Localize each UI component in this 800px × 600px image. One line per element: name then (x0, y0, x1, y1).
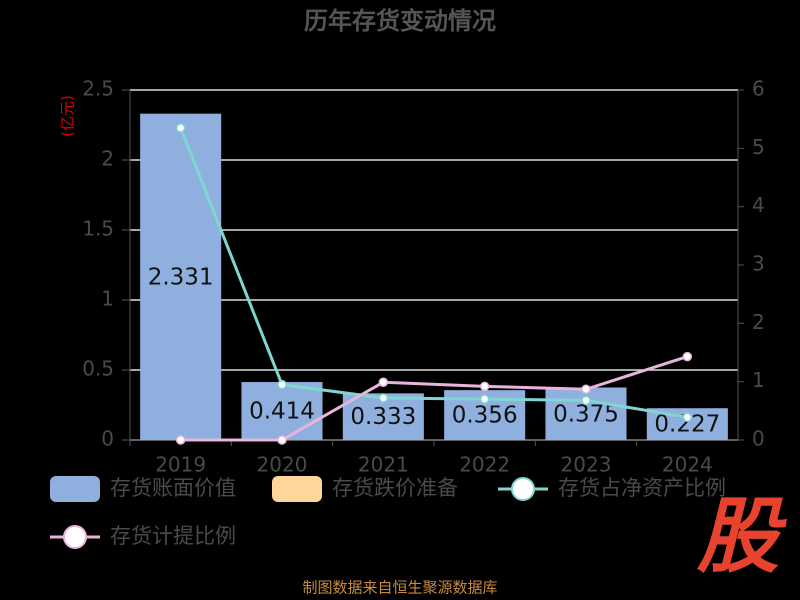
data-label: 0.333 (350, 404, 416, 430)
y-tick-label: 0.5 (82, 357, 114, 381)
line-point (175, 123, 186, 133)
line (179, 127, 688, 419)
line-point (479, 394, 490, 404)
line (180, 355, 688, 442)
bar (241, 382, 323, 440)
data-label: 0.414 (249, 399, 315, 425)
line-point (277, 379, 287, 390)
x-tick-label: 2021 (358, 453, 409, 477)
line-point (581, 395, 591, 406)
line-point (682, 351, 693, 362)
legend-label: 存货占净资产比例 (558, 476, 726, 500)
line-point (378, 393, 389, 403)
y-tick-label: 2.5 (82, 77, 114, 101)
source: 制图数据来自恒生聚源数据库 (302, 579, 497, 597)
y2-tick-label: 4 (752, 193, 765, 217)
data-label: 2.331 (148, 264, 214, 290)
y-tick-label: 0 (101, 427, 114, 451)
legend-swatch (63, 525, 87, 549)
x-tick-label: 2022 (459, 453, 510, 477)
y-axis-label: (亿元) (59, 95, 77, 137)
y-tick-label: 1 (101, 287, 114, 311)
legend-swatch (272, 476, 322, 502)
logo: 股 (696, 489, 787, 584)
y2-tick-label: 0 (752, 427, 765, 451)
y2-tick-label: 2 (752, 310, 765, 334)
chart-title: 历年存货变动情况 (304, 7, 496, 35)
line-point (277, 435, 287, 445)
bar (140, 113, 222, 440)
x-tick-label: 2019 (155, 453, 206, 477)
y2-tick-label: 5 (752, 135, 765, 159)
y-tick-label: 2 (101, 147, 114, 171)
x-tick-label: 2020 (257, 453, 308, 477)
legend-swatch (511, 477, 535, 501)
line-point (479, 381, 490, 392)
line-point (682, 412, 693, 422)
data-label: 0.356 (452, 403, 518, 429)
legend-swatch (50, 476, 100, 502)
line-point (378, 377, 389, 387)
y-tick-label: 1.5 (82, 217, 114, 241)
x-tick-label: 2024 (662, 453, 713, 477)
y2-tick-label: 3 (752, 252, 765, 276)
line-point (581, 384, 591, 394)
x-tick-label: 2023 (561, 453, 612, 477)
legend-label: 存货计提比例 (110, 524, 236, 548)
legend-label: 存货账面价值 (110, 476, 236, 500)
legend-label: 存货跌价准备 (332, 476, 458, 500)
line-point (175, 435, 186, 445)
y2-tick-label: 1 (752, 368, 765, 392)
data-label: 0.375 (553, 401, 619, 427)
y2-tick-label: 6 (752, 77, 765, 101)
